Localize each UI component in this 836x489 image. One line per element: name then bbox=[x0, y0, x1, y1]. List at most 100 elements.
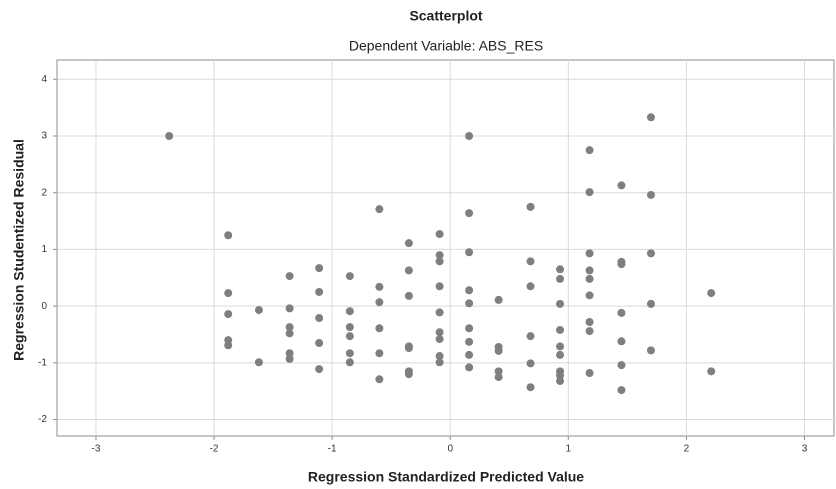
point bbox=[346, 349, 354, 357]
point bbox=[286, 272, 294, 280]
point bbox=[465, 338, 473, 346]
point bbox=[617, 386, 625, 394]
point bbox=[375, 324, 383, 332]
point bbox=[586, 188, 594, 196]
point bbox=[556, 275, 564, 283]
point bbox=[255, 358, 263, 366]
point bbox=[286, 355, 294, 363]
point bbox=[405, 266, 413, 274]
point bbox=[224, 231, 232, 239]
y-axis-label: Regression Studentized Residual bbox=[11, 139, 27, 361]
point bbox=[586, 266, 594, 274]
point bbox=[556, 377, 564, 385]
point bbox=[465, 324, 473, 332]
point bbox=[586, 291, 594, 299]
point bbox=[586, 275, 594, 283]
y-tick-label: 4 bbox=[41, 74, 47, 85]
point bbox=[586, 146, 594, 154]
point bbox=[647, 346, 655, 354]
point bbox=[315, 264, 323, 272]
point bbox=[556, 265, 564, 273]
point bbox=[315, 314, 323, 322]
point bbox=[527, 282, 535, 290]
point bbox=[465, 209, 473, 217]
y-tick-label: 3 bbox=[41, 131, 47, 142]
point bbox=[224, 310, 232, 318]
point bbox=[436, 230, 444, 238]
y-tick-label: -1 bbox=[38, 357, 47, 368]
point bbox=[315, 339, 323, 347]
point bbox=[707, 289, 715, 297]
x-tick-label: 2 bbox=[684, 444, 690, 455]
y-tick-label: -2 bbox=[38, 414, 47, 425]
point bbox=[586, 369, 594, 377]
plot-frame bbox=[57, 60, 834, 436]
point bbox=[465, 132, 473, 140]
point bbox=[556, 342, 564, 350]
point bbox=[286, 304, 294, 312]
point bbox=[346, 323, 354, 331]
point bbox=[165, 132, 173, 140]
point bbox=[586, 318, 594, 326]
point bbox=[436, 335, 444, 343]
point bbox=[617, 309, 625, 317]
point bbox=[647, 300, 655, 308]
point bbox=[375, 375, 383, 383]
point bbox=[465, 351, 473, 359]
point bbox=[617, 361, 625, 369]
point bbox=[495, 296, 503, 304]
point bbox=[586, 249, 594, 257]
point bbox=[465, 299, 473, 307]
x-tick-label: -1 bbox=[328, 444, 337, 455]
point bbox=[315, 288, 323, 296]
point bbox=[405, 292, 413, 300]
point bbox=[436, 328, 444, 336]
point bbox=[527, 383, 535, 391]
y-tick-label: 2 bbox=[41, 187, 47, 198]
point bbox=[346, 307, 354, 315]
point bbox=[617, 181, 625, 189]
point bbox=[346, 272, 354, 280]
point bbox=[647, 249, 655, 257]
x-tick-label: 3 bbox=[802, 444, 808, 455]
point bbox=[527, 332, 535, 340]
point bbox=[647, 191, 655, 199]
point bbox=[527, 257, 535, 265]
y-tick-label: 0 bbox=[41, 301, 47, 312]
point bbox=[224, 289, 232, 297]
y-tick-label: 1 bbox=[41, 244, 47, 255]
point bbox=[375, 205, 383, 213]
point bbox=[556, 351, 564, 359]
point bbox=[224, 341, 232, 349]
point bbox=[346, 358, 354, 366]
point bbox=[647, 113, 655, 121]
x-tick-label: -3 bbox=[92, 444, 101, 455]
point bbox=[617, 260, 625, 268]
x-tick-label: 0 bbox=[447, 444, 453, 455]
point bbox=[617, 337, 625, 345]
point bbox=[375, 298, 383, 306]
point bbox=[465, 363, 473, 371]
point bbox=[375, 349, 383, 357]
x-tick-label: 1 bbox=[566, 444, 572, 455]
point bbox=[375, 283, 383, 291]
chart-title: Scatterplot bbox=[409, 8, 482, 24]
chart: Scatterplot Dependent Variable: ABS_RES … bbox=[0, 0, 836, 489]
point bbox=[556, 326, 564, 334]
point bbox=[465, 286, 473, 294]
point bbox=[527, 359, 535, 367]
point bbox=[436, 308, 444, 316]
point bbox=[495, 347, 503, 355]
point bbox=[527, 203, 535, 211]
point bbox=[556, 300, 564, 308]
x-axis-label: Regression Standardized Predicted Value bbox=[308, 469, 584, 485]
point bbox=[405, 239, 413, 247]
point bbox=[436, 257, 444, 265]
point bbox=[405, 370, 413, 378]
chart-subtitle: Dependent Variable: ABS_RES bbox=[349, 38, 543, 54]
point bbox=[495, 373, 503, 381]
x-tick-label: -2 bbox=[210, 444, 219, 455]
point bbox=[436, 282, 444, 290]
point bbox=[405, 344, 413, 352]
point bbox=[315, 365, 323, 373]
